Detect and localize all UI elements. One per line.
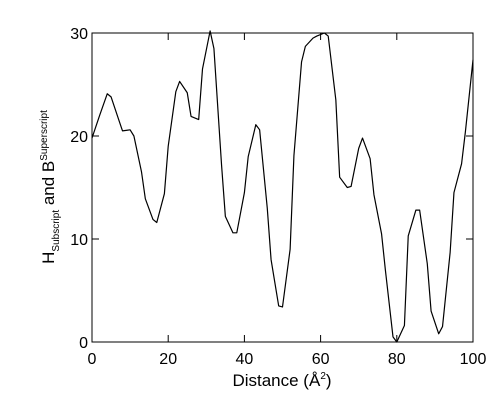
x-tick-label: 80 — [388, 351, 406, 368]
x-tick-label: 40 — [236, 351, 254, 368]
y-axis-title-superscript: Superscript — [39, 110, 50, 161]
x-tick-label: 0 — [88, 351, 97, 368]
x-axis-title-closing: ) — [326, 371, 332, 390]
tick-labels: 0 20 40 60 80 100 0 10 20 30 — [70, 26, 486, 368]
x-tick-label: 60 — [312, 351, 330, 368]
y-tick-label: 10 — [70, 232, 88, 249]
x-tick-label: 100 — [460, 351, 487, 368]
series-line — [91, 30, 474, 343]
y-tick-label: 20 — [70, 129, 88, 146]
x-axis-title-text: Distance (Å — [232, 371, 321, 390]
y-axis-title-and-b: and B — [39, 161, 58, 210]
y-axis-title-subscript: Subscript — [51, 210, 62, 252]
x-axis-title-superscript: 2 — [320, 371, 326, 382]
y-axis-title: HSubscript and BSuperscript — [39, 110, 62, 264]
y-tick-label: 0 — [79, 335, 88, 352]
plot-frame — [91, 32, 474, 343]
x-tick-label: 20 — [159, 351, 177, 368]
y-tick-label: 30 — [70, 26, 88, 43]
y-axis-title-h: H — [39, 252, 58, 264]
x-axis-title: Distance (Å2) — [232, 371, 331, 390]
axis-ticks — [91, 32, 474, 343]
